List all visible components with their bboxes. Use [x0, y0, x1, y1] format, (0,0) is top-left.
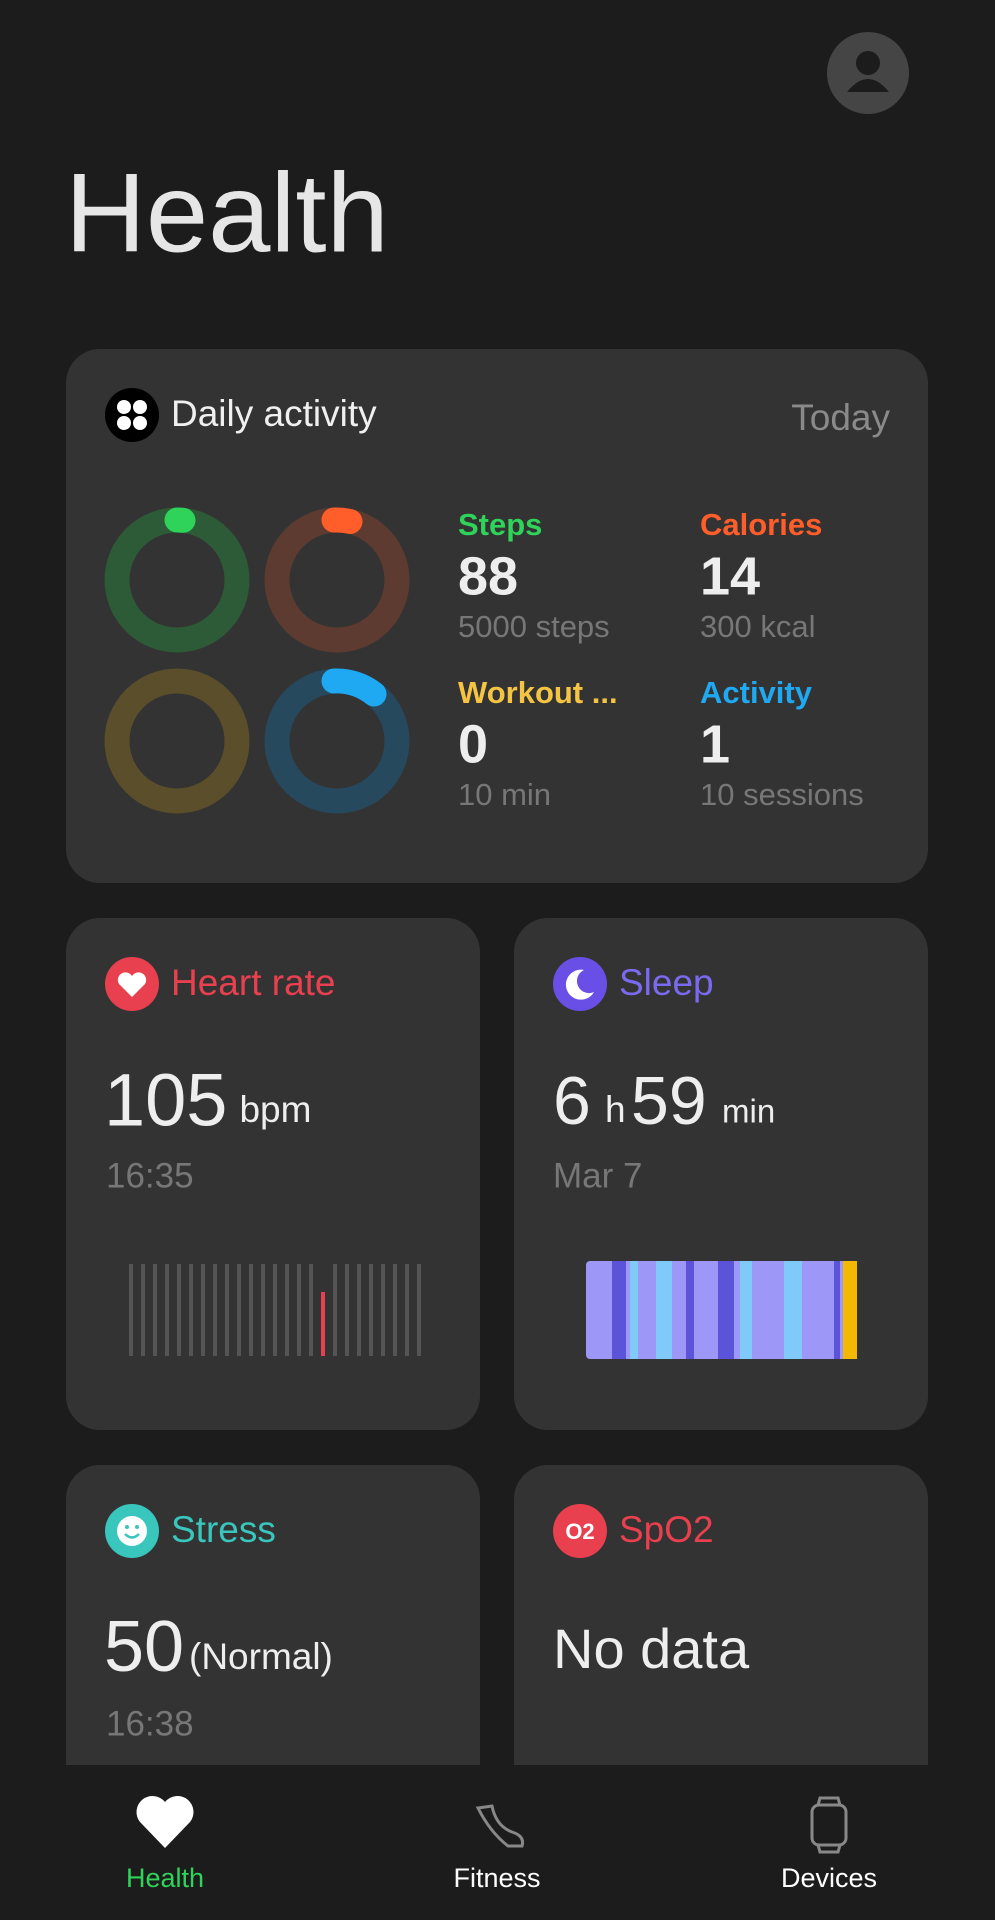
decor-bar	[249, 1264, 253, 1356]
decor-bar	[321, 1292, 325, 1356]
decor-bar	[237, 1264, 241, 1356]
nav-item[interactable]: Health	[126, 1863, 204, 1893]
stat-target: 5000 steps	[458, 609, 610, 644]
decor-bar	[201, 1264, 205, 1356]
card-title: Stress	[171, 1509, 276, 1550]
stat-target: 300 kcal	[700, 609, 815, 644]
stat-label: Calories	[700, 507, 822, 542]
decor-bar	[345, 1264, 349, 1356]
stat-label: Activity	[700, 675, 813, 710]
activity-icon	[105, 388, 159, 442]
stat-label: Steps	[458, 507, 542, 542]
nav-icon-fitness	[475, 1804, 524, 1848]
card-title: Heart rate	[171, 962, 336, 1003]
decor-bar	[153, 1264, 157, 1356]
decor-bar	[261, 1264, 265, 1356]
profile-button[interactable]	[827, 32, 909, 114]
period: Today	[791, 397, 890, 438]
spo2-icon	[553, 1504, 607, 1558]
decor-bar	[141, 1264, 145, 1356]
card-title: Sleep	[619, 962, 714, 1003]
activity-rings	[104, 507, 410, 814]
decor-bar	[357, 1264, 361, 1356]
stress-status: (Normal)	[189, 1636, 333, 1677]
sleep-hours-unit: h	[605, 1089, 626, 1130]
decor-bar	[381, 1264, 385, 1356]
spo2-icon-text: O2	[565, 1519, 594, 1544]
decor-bar	[297, 1264, 301, 1356]
spo2-status: No data	[553, 1617, 750, 1680]
sleep-minutes: 59	[631, 1063, 707, 1139]
decor-bar	[393, 1264, 397, 1356]
stat-value: 88	[458, 546, 518, 606]
heart-rate-card[interactable]	[66, 918, 480, 1430]
page-title: Health	[65, 151, 389, 276]
card-title: Daily activity	[171, 393, 377, 434]
heart-rate-bars	[129, 1264, 421, 1356]
stat-label: Workout ...	[458, 675, 618, 710]
decor-bar	[405, 1264, 409, 1356]
decor-bar	[213, 1264, 217, 1356]
sleep-minutes-unit: min	[722, 1093, 775, 1130]
decor-bar	[129, 1264, 133, 1356]
nav-icon-health	[136, 1795, 194, 1848]
decor-bar	[417, 1264, 421, 1356]
card-title: SpO2	[619, 1509, 714, 1550]
sleep-date: Mar 7	[553, 1156, 642, 1195]
stress-value: 50	[104, 1607, 184, 1687]
nav-item[interactable]: Devices	[781, 1863, 877, 1893]
decor-bar	[309, 1264, 313, 1356]
decor-bar	[369, 1264, 373, 1356]
sleep-hours: 6	[553, 1063, 591, 1139]
stat-target: 10 min	[458, 777, 551, 812]
stat-value: 0	[458, 714, 488, 774]
nav-item[interactable]: Fitness	[453, 1863, 540, 1893]
stat-target: 10 sessions	[700, 777, 864, 812]
decor-bar	[165, 1264, 169, 1356]
nav-icon-devices	[810, 1796, 848, 1854]
measure-time: 16:35	[106, 1156, 194, 1195]
sleep-icon	[553, 957, 607, 1011]
decor-bar	[225, 1264, 229, 1356]
decor-bar	[273, 1264, 277, 1356]
sleep-stages	[586, 1261, 857, 1359]
stat-value: 1	[700, 714, 730, 774]
stress-icon	[105, 1504, 159, 1558]
decor-bar	[285, 1264, 289, 1356]
measure-time: 16:38	[106, 1704, 194, 1743]
decor-bar	[177, 1264, 181, 1356]
heart-rate-value: 105	[104, 1059, 227, 1142]
stat-value: 14	[700, 546, 760, 606]
heart-rate-unit: bpm	[239, 1089, 311, 1130]
decor-bar	[333, 1264, 337, 1356]
decor-bar	[189, 1264, 193, 1356]
heart-icon	[105, 957, 159, 1011]
